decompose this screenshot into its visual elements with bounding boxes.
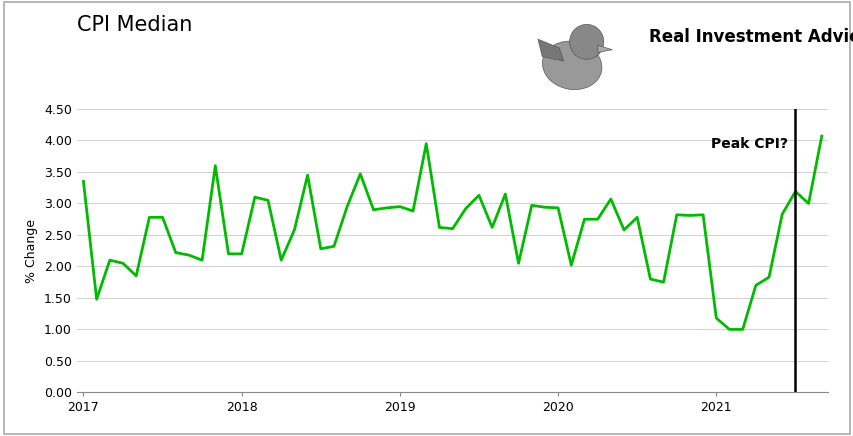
Text: Real Investment Advice: Real Investment Advice <box>648 28 853 46</box>
Circle shape <box>569 24 603 59</box>
Ellipse shape <box>542 41 601 90</box>
Y-axis label: % Change: % Change <box>26 219 38 283</box>
Polygon shape <box>537 39 563 61</box>
Text: CPI Median: CPI Median <box>77 15 192 35</box>
Polygon shape <box>597 45 612 52</box>
Text: Peak CPI?: Peak CPI? <box>711 137 787 151</box>
